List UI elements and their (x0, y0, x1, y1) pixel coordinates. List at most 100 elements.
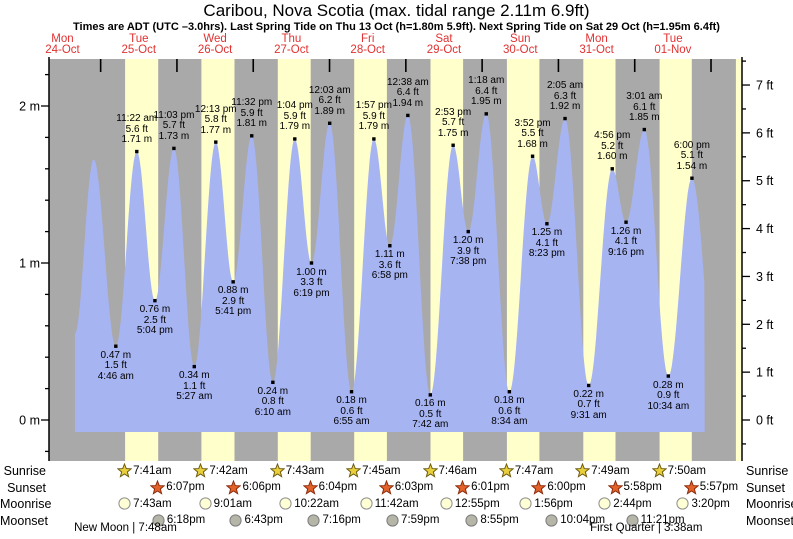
tide-high-label: 11:32 pm 5.9 ft 1.81 m (231, 98, 272, 130)
tide-label-line: 5.9 ft (283, 110, 306, 122)
sunrise-time: 7:45am (362, 464, 401, 477)
tide-extreme-dot (114, 344, 118, 348)
tide-extreme-dot (135, 149, 139, 154)
day-date: 01-Nov (654, 44, 692, 56)
tide-label-line: 0.76 m (139, 304, 171, 316)
sunrise-star-icon (575, 463, 591, 478)
tide-high-label: 11:03 pm 5.7 ft 1.73 m (153, 109, 195, 143)
sunrise-time: 7:46am (438, 464, 477, 477)
tide-high-label: 2:53 pm 5.7 ft 1.75 m (435, 107, 471, 140)
moonset-event: 11:21pm (625, 513, 685, 528)
sunset-star-icon (607, 479, 623, 495)
day-name: Sat (435, 33, 453, 45)
tide-extreme-dot (349, 390, 354, 394)
day-date: 27-Oct (274, 44, 309, 56)
tide-label-line: 5:27 am (176, 391, 213, 403)
tide-label-line: 0.5 ft (419, 408, 442, 420)
tide-curve (74, 114, 705, 432)
tide-label-line: 5.6 ft (125, 123, 148, 135)
tide-label-line: 4:56 pm (594, 130, 631, 142)
tide-label-line: 6.1 ft (633, 101, 656, 113)
tide-label-line: 6.3 ft (553, 90, 577, 102)
tide-label-line: 0.9 ft (657, 390, 680, 402)
right-axis-tick-label: 4 ft (756, 222, 774, 236)
sunrise-star-icon (498, 463, 514, 478)
day-date: 25-Oct (121, 44, 157, 56)
day-label: Mon 31-Oct (579, 33, 614, 56)
tide-high-label: 12:38 am 6.4 ft 1.94 m (387, 77, 429, 110)
tide-low-label: 1.11 m 3.6 ft 6:58 pm (372, 250, 408, 282)
moonrise-event: 12:55pm (439, 496, 500, 511)
astro-row-label-moonset-right: Moonset (746, 513, 793, 528)
tide-extreme-dot (484, 112, 488, 116)
sunrise-star-icon (346, 463, 362, 478)
moonrise-time: 2:44pm (613, 497, 652, 510)
moonrise-circle-icon (598, 497, 611, 510)
sunset-time: 5:58pm (623, 481, 662, 493)
day-name: Tue (129, 33, 149, 45)
tide-label-line: 0.47 m (100, 349, 132, 361)
right-axis-tick-label: 5 ft (756, 174, 774, 188)
tide-label-line: 1.5 ft (104, 360, 127, 372)
tide-low-label: 0.24 m 0.8 ft 6:10 am (255, 386, 291, 419)
tide-extreme-dot (372, 137, 376, 141)
tide-extreme-dot (466, 229, 470, 234)
tide-extreme-dot (642, 127, 647, 132)
tide-label-line: 0.22 m (573, 388, 604, 400)
tide-label-line: 5.8 ft (204, 114, 227, 126)
tide-label-line: 8:23 pm (528, 248, 565, 260)
sunrise-star-icon (651, 463, 667, 478)
day-name: Mon (51, 33, 74, 45)
tide-extreme-dot (666, 374, 671, 378)
tide-extreme-dot (545, 222, 549, 226)
tide-label-line: 2.5 ft (143, 314, 167, 326)
moon-phase-annotation-first-quarter: First Quarter | 3:38am (590, 522, 703, 534)
tide-low-label: 0.76 m 2.5 ft 5:04 pm (137, 305, 173, 337)
sunrise-star-icon (117, 463, 133, 478)
daylight-band (735, 59, 742, 461)
sunset-time: 6:07pm (166, 481, 205, 493)
sunset-time: 6:03pm (394, 481, 434, 493)
day-date: 24-Oct (45, 44, 80, 56)
sunset-star-icon (683, 479, 699, 495)
moonrise-time: 9:01am (213, 497, 252, 510)
tide-extreme-dot (293, 137, 297, 141)
tide-label-line: 2:05 am (546, 80, 584, 92)
tide-high-label: 1:18 am 6.4 ft 1.95 m (468, 76, 504, 108)
sunset-star-icon (302, 479, 318, 495)
tide-low-label: 0.47 m 1.5 ft 4:46 am (98, 349, 134, 383)
tide-label-line: 6.2 ft (318, 95, 341, 107)
astro-row-label-sunrise-right: Sunrise (746, 464, 789, 478)
sunrise-event: 7:43am (269, 463, 324, 478)
tide-extreme-dot (406, 113, 410, 118)
tide-high-label: 1:57 pm 5.9 ft 1.79 m (356, 101, 392, 133)
tide-label-line: 1.95 m (470, 96, 502, 108)
day-name: Tue (663, 33, 683, 45)
tide-extreme-dot (610, 167, 614, 171)
chart-subtitle: Times are ADT (UTC –3.0hrs). Last Spring… (73, 21, 720, 33)
moonset-circle-icon (465, 513, 478, 527)
tide-label-line: 6:55 am (333, 416, 370, 428)
sunrise-event: 7:45am (346, 463, 401, 478)
tide-label-line: 0.34 m (178, 370, 210, 382)
moonrise-circle-icon (440, 497, 453, 510)
moonset-event: 7:59pm (385, 513, 439, 528)
tide-extreme-dot (231, 280, 235, 284)
tide-low-label: 1.20 m 3.9 ft 7:38 pm (450, 236, 486, 268)
tide-label-line: 6.4 ft (396, 87, 419, 99)
tide-high-label: 12:03 am 6.2 ft 1.89 m (309, 85, 351, 118)
tide-label-line: 1.54 m (676, 160, 708, 172)
day-label: Fri 28-Oct (350, 33, 385, 56)
tide-label-line: 1.1 ft (183, 380, 206, 392)
moonrise-circle-icon (360, 497, 373, 510)
tide-label-line: 11:03 pm (153, 109, 195, 121)
moonset-event: 7:16pm (306, 513, 361, 528)
tide-label-line: 0.16 m (415, 398, 446, 410)
tide-label-line: 5:41 pm (215, 306, 252, 318)
day-date: 26-Oct (197, 44, 233, 56)
tide-label-line: 11:22 am (116, 113, 158, 125)
tide-label-line: 1.75 m (437, 127, 469, 139)
tide-label-line: 1.20 m (452, 235, 484, 247)
